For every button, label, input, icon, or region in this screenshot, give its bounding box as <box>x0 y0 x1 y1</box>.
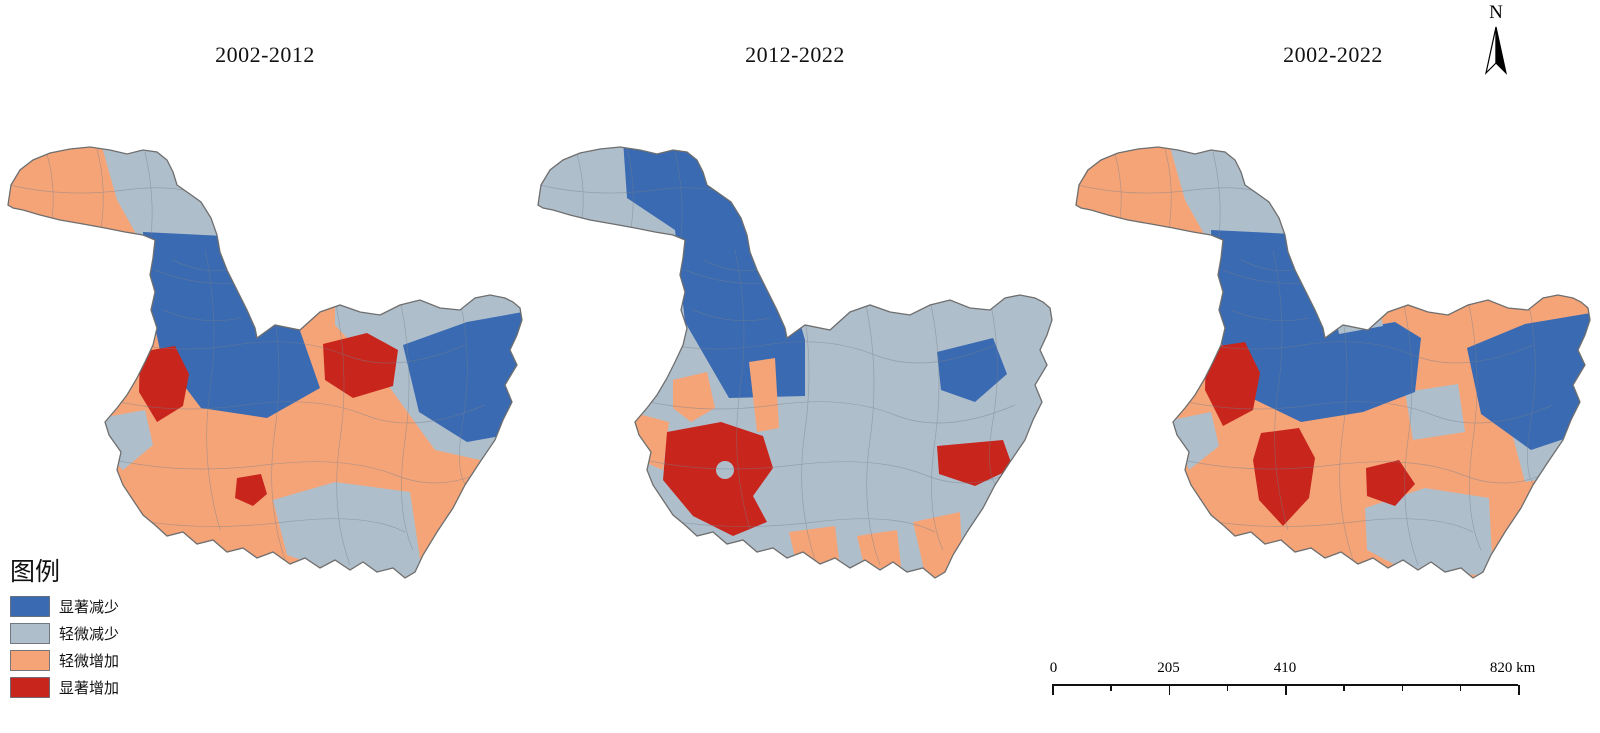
scale-bar: 0 205 410 820 km <box>1049 660 1535 706</box>
legend-swatch-significant-increase <box>10 677 50 698</box>
legend: 图例 显著减少 轻微减少 轻微增加 显著增加 <box>10 552 119 704</box>
scale-bar-tick <box>1052 685 1054 695</box>
map-panel-2002-2012: 2002-2012 <box>0 42 530 585</box>
region-slight-decrease-west <box>1171 412 1219 470</box>
region-slight-decrease-enclave <box>716 461 734 479</box>
north-arrow-label: N <box>1489 2 1503 23</box>
region-significant-decrease-east <box>403 312 522 442</box>
region-slight-decrease-neck-cell <box>1331 284 1383 334</box>
scale-bar-tick <box>1168 685 1170 695</box>
legend-item: 显著减少 <box>10 596 119 617</box>
legend-item-label: 轻微增加 <box>59 652 120 670</box>
region-significant-decrease-east <box>937 338 1007 402</box>
region-significant-decrease-east <box>1467 313 1590 450</box>
region-significant-decrease-neck <box>1211 230 1421 422</box>
legend-item-label: 轻微减少 <box>59 625 120 643</box>
choropleth-map-2002-2022 <box>1075 146 1591 579</box>
scale-bar-label-0: 0 <box>1049 660 1058 676</box>
region-slight-decrease-south <box>273 482 423 578</box>
region-slight-increase-tail <box>913 512 963 578</box>
legend-swatch-significant-decrease <box>10 596 50 617</box>
legend-title: 图例 <box>10 557 61 586</box>
legend-item-label: 显著增加 <box>59 679 120 697</box>
region-significant-increase-west <box>1205 342 1260 426</box>
legend-swatch-slight-decrease <box>10 623 50 644</box>
scale-bar-tick <box>1518 685 1520 695</box>
region-significant-increase-southwest <box>1253 428 1315 526</box>
region-significant-increase-west <box>139 346 189 422</box>
map-panel-2012-2022: 2012-2022 <box>530 42 1060 585</box>
region-significant-decrease-neck <box>623 147 805 398</box>
region-slight-increase-west <box>673 372 715 422</box>
scale-bar-tick <box>1459 685 1462 691</box>
choropleth-map-2002-2012 <box>7 146 523 579</box>
legend-item: 显著增加 <box>10 677 119 698</box>
map-title: 2002-2022 <box>1283 42 1383 67</box>
north-arrow: N <box>1476 2 1516 82</box>
map-title: 2002-2012 <box>215 42 315 67</box>
scale-bar-tick <box>1285 685 1287 695</box>
north-arrow-icon <box>1484 26 1508 75</box>
scale-bar-label-205: 205 <box>1157 660 1180 676</box>
legend-item: 轻微减少 <box>10 623 119 644</box>
region-significant-increase-north <box>323 333 398 398</box>
region-slight-decrease-center <box>1405 384 1465 440</box>
region-slight-increase-south2 <box>857 530 901 570</box>
legend-item: 轻微增加 <box>10 650 119 671</box>
scale-bar-tick <box>1226 685 1229 691</box>
map-title: 2012-2022 <box>745 42 845 67</box>
region-slight-increase-center <box>749 358 779 432</box>
legend-swatch-slight-increase <box>10 650 50 671</box>
scale-bar-tick <box>1110 685 1112 691</box>
region-significant-increase-east <box>937 440 1013 486</box>
scale-bar-label-820: 820 km <box>1489 660 1536 676</box>
region-significant-increase-southwest <box>663 422 773 536</box>
region-significant-increase-center <box>1366 460 1415 506</box>
legend-item-label: 显著减少 <box>59 598 120 616</box>
scale-bar-label-410: 410 <box>1273 660 1297 676</box>
map-panel-2002-2022: 2002-2022 <box>1068 42 1598 585</box>
region-significant-increase-center <box>235 474 267 506</box>
choropleth-map-2012-2022 <box>537 146 1053 579</box>
region-slight-decrease-south <box>1365 488 1493 576</box>
scale-bar-tick <box>1343 685 1345 691</box>
scale-bar-tick <box>1401 685 1403 691</box>
